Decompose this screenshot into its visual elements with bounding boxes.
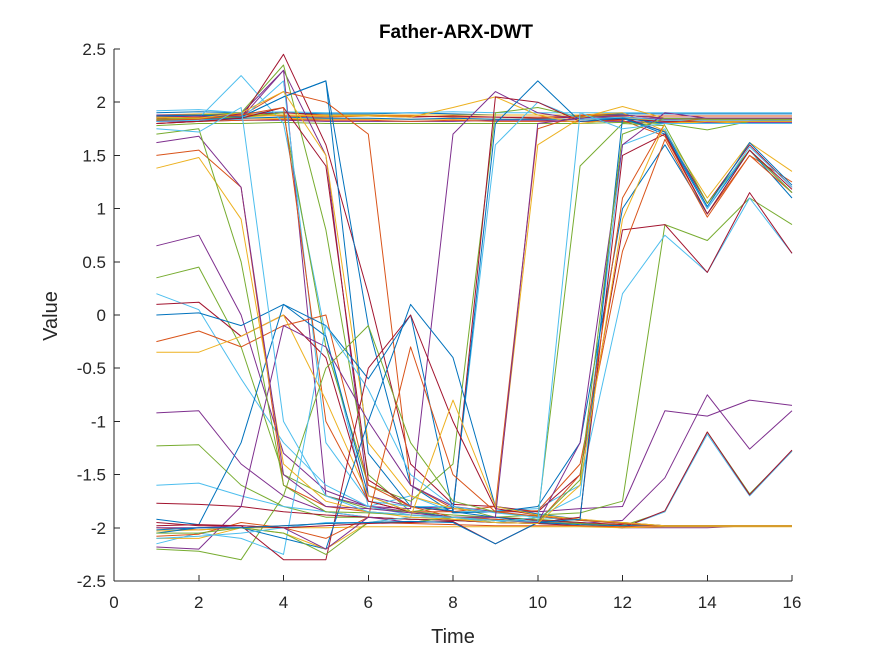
y-tick-label: 2	[97, 93, 106, 112]
x-tick-label: 14	[698, 593, 717, 612]
x-tick-label: 0	[109, 593, 118, 612]
x-axis-ticks: 0 2 4 6 8 10 12 14 16	[109, 575, 801, 612]
x-tick-label: 2	[194, 593, 203, 612]
series-line	[156, 107, 792, 522]
x-axis-title: Time	[431, 626, 475, 648]
series-line	[156, 80, 792, 507]
y-tick-label: -1.5	[77, 466, 106, 485]
x-tick-label: 4	[279, 593, 288, 612]
x-tick-label: 8	[448, 593, 457, 612]
series-line	[156, 119, 793, 131]
y-tick-label: 1.5	[82, 146, 106, 165]
x-tick-label: 6	[364, 593, 373, 612]
series-line	[156, 431, 793, 529]
y-tick-label: 1	[97, 200, 106, 219]
x-tick-label: 12	[613, 593, 632, 612]
x-tick-label: 10	[528, 593, 547, 612]
y-tick-label: 0	[97, 306, 106, 325]
y-tick-label: -2	[91, 519, 106, 538]
y-tick-label: 2.5	[82, 40, 106, 59]
y-tick-label: -2.5	[77, 572, 106, 591]
y-axis-title: Value	[40, 291, 62, 341]
x-tick-label: 16	[783, 593, 802, 612]
series-line	[156, 116, 793, 210]
y-tick-label: -1	[91, 412, 106, 431]
series-line	[156, 96, 792, 513]
y-axis-ticks: -2.5 -2 -1.5 -1 -0.5 0 0.5 1 1.5 2 2.5	[77, 40, 120, 591]
series-line	[156, 120, 792, 524]
chart-title: Father-ARX-DWT	[379, 22, 533, 43]
series-line	[156, 53, 793, 513]
plot-area	[156, 53, 793, 561]
series-line	[156, 117, 793, 545]
y-tick-label: 0.5	[82, 253, 106, 272]
series-line	[156, 117, 792, 523]
y-tick-label: -0.5	[77, 359, 106, 378]
